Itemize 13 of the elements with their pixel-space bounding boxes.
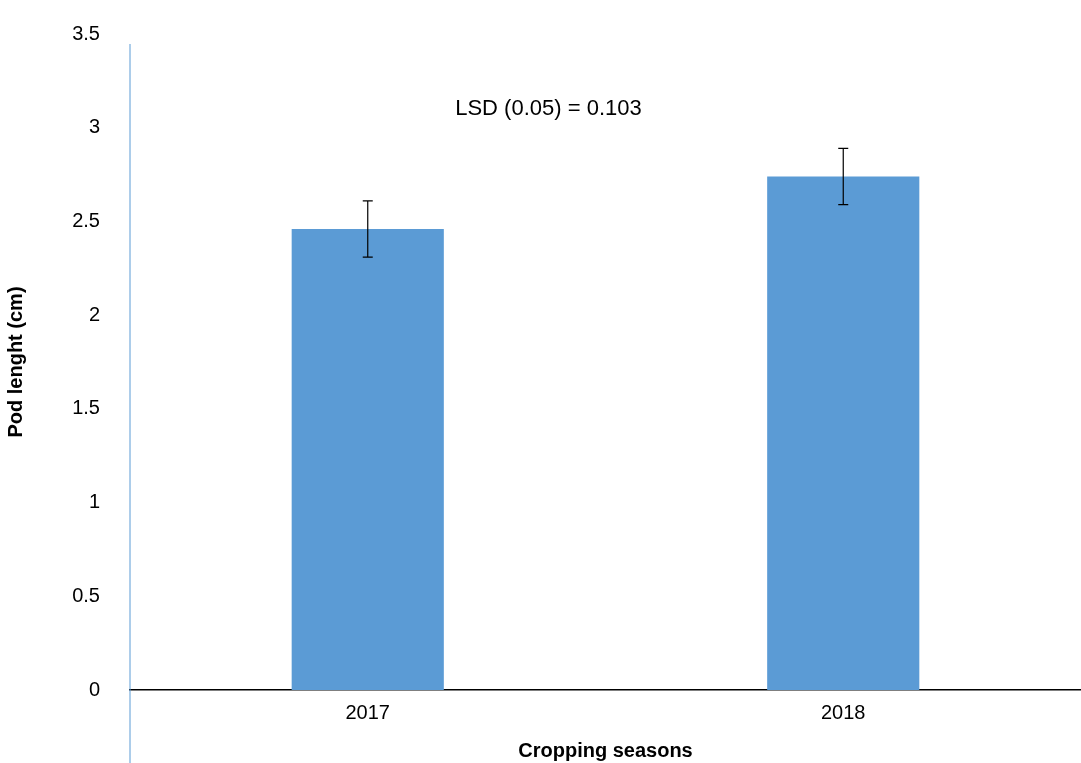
y-tick-label: 2.5 xyxy=(72,208,100,231)
y-tick-label: 1 xyxy=(88,490,100,513)
x-axis-title: Cropping seasons xyxy=(518,738,693,761)
y-tick-label: 1.5 xyxy=(72,396,100,419)
y-axis-title: Pod lenght (cm) xyxy=(3,286,26,438)
x-tick-label: 2017 xyxy=(345,700,390,723)
y-tick-label: 3 xyxy=(88,115,100,138)
y-tick-label: 2 xyxy=(88,302,100,325)
y-tick-label: 0.5 xyxy=(72,583,100,606)
y-tick-label: 3.5 xyxy=(72,21,100,44)
y-tick-label: 0 xyxy=(88,677,100,700)
annotation: LSD (0.05) = 0.103 xyxy=(455,95,642,121)
x-tick-label: 2018 xyxy=(821,700,866,723)
